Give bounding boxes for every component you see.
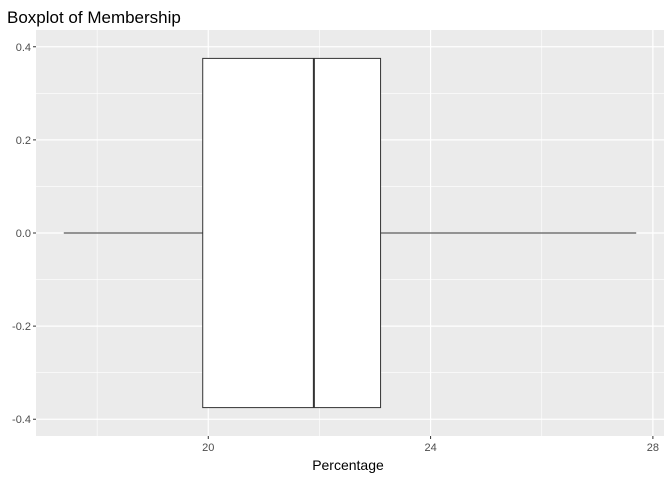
y-tick-label: -0.2 <box>12 321 31 333</box>
x-tick-label: 24 <box>424 442 436 454</box>
x-tick-label: 20 <box>202 442 214 454</box>
y-tick-label: 0.2 <box>16 135 31 147</box>
y-tick-label: -0.4 <box>12 414 31 426</box>
x-tick-label: 28 <box>647 442 659 454</box>
y-tick-label: 0.0 <box>16 228 31 240</box>
x-axis: 20 24 28 <box>202 436 659 454</box>
iqr-box <box>202 57 382 409</box>
chart-title: Boxplot of Membership <box>7 8 181 27</box>
x-axis-title: Percentage <box>312 457 384 473</box>
y-axis: -0.4 -0.2 0.0 0.2 0.4 <box>12 42 36 426</box>
boxplot-series <box>63 57 637 409</box>
y-tick-label: 0.4 <box>16 42 31 54</box>
